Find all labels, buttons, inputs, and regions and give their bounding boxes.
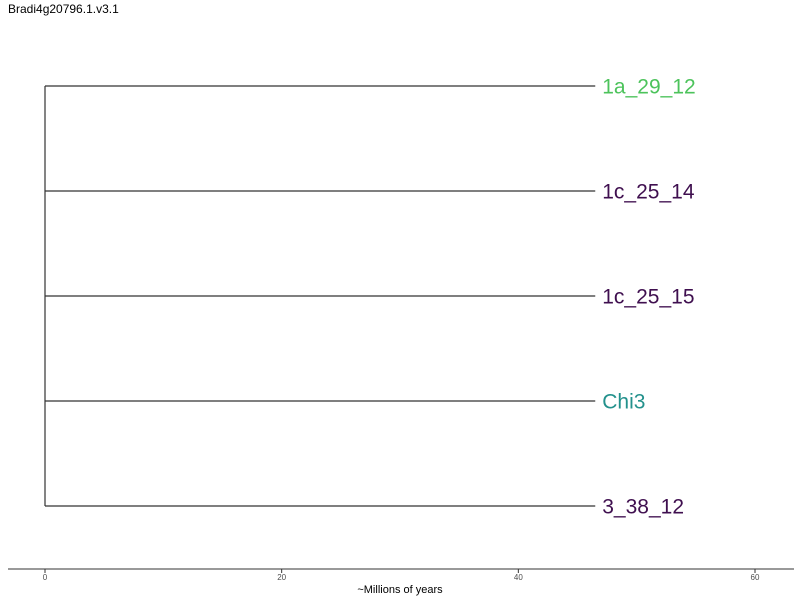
tip-label: 1a_29_12: [602, 76, 695, 99]
x-tick-label: 60: [751, 573, 760, 582]
chart-title: Bradi4g20796.1.v3.1: [8, 2, 119, 16]
x-tick-label: 20: [277, 573, 286, 582]
tip-label: 1c_25_14: [602, 181, 695, 204]
tip-label: 1c_25_15: [602, 286, 694, 309]
x-tick-label: 40: [514, 573, 523, 582]
tree-layer: 1a_29_12 1c_25_14 1c_25_15 Chi3 3_38_12: [44, 76, 696, 519]
tip-label: 3_38_12: [602, 496, 684, 519]
x-axis-label: ~Millions of years: [357, 584, 443, 596]
x-axis: ~Millions of years 0 20 40 60: [8, 568, 794, 596]
tip-label: Chi3: [602, 391, 645, 414]
x-tick-label: 0: [43, 573, 48, 582]
